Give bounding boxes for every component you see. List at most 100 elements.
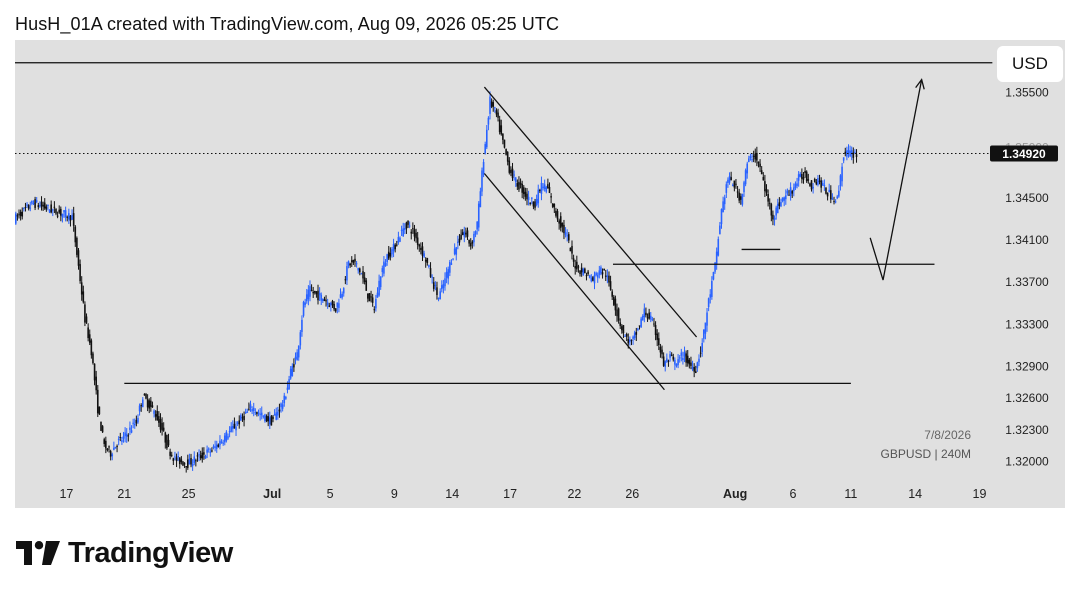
- candle-body: [220, 441, 223, 443]
- candle-body: [685, 353, 687, 363]
- candle-body: [412, 228, 414, 230]
- currency-button[interactable]: USD: [997, 46, 1063, 82]
- chart-header: HusH_01A created with TradingView.com, A…: [15, 14, 560, 34]
- candle-body: [625, 334, 628, 337]
- candle-body: [23, 208, 25, 210]
- time-tick-label: 17: [503, 487, 517, 501]
- candle-body: [813, 179, 816, 183]
- candle-body: [80, 282, 83, 295]
- candle-body: [405, 222, 408, 229]
- candle-body: [323, 299, 326, 302]
- candle-body: [138, 405, 141, 412]
- time-tick-label: 26: [625, 487, 639, 501]
- candle-body: [235, 426, 237, 431]
- candle-body: [817, 178, 819, 185]
- candle-body: [294, 356, 297, 360]
- candle-body: [529, 202, 532, 204]
- candle-body: [365, 280, 368, 291]
- candle-body: [701, 342, 704, 352]
- candle-body: [656, 333, 658, 340]
- candle-body: [72, 213, 75, 226]
- candle-body: [606, 275, 609, 278]
- candle-body: [778, 202, 781, 206]
- candle-body: [16, 215, 19, 217]
- candle-body: [590, 277, 593, 282]
- candle-body: [357, 267, 360, 271]
- candle-body: [762, 176, 765, 181]
- candle-body: [559, 216, 562, 228]
- candle-body: [526, 193, 528, 200]
- candle-body: [651, 319, 654, 321]
- candle-body: [161, 422, 163, 431]
- candle-body: [760, 170, 763, 175]
- candle-body: [492, 102, 495, 107]
- candle-body: [193, 456, 196, 464]
- candle-body: [45, 206, 48, 210]
- candle-body: [185, 466, 187, 468]
- candle-body: [553, 203, 556, 208]
- candle-body: [497, 112, 499, 118]
- candle-body: [587, 271, 589, 275]
- candle-body: [476, 221, 478, 230]
- projection-arrow: [869, 79, 923, 281]
- candle-body: [444, 278, 446, 287]
- candle-body: [723, 197, 726, 205]
- candle-body: [566, 235, 568, 237]
- candle-body: [267, 416, 269, 422]
- candle-body: [344, 279, 347, 281]
- chart-panel[interactable]: 1.350001.355001.345001.341001.337001.333…: [15, 40, 1065, 508]
- candle-body: [367, 293, 369, 299]
- candle-body: [293, 364, 295, 368]
- candle-body: [129, 427, 131, 430]
- candle-body: [82, 291, 85, 303]
- candle-body: [31, 200, 33, 204]
- candle-body: [32, 202, 35, 204]
- candle-body: [35, 200, 38, 203]
- time-tick-label: 6: [790, 487, 797, 501]
- candle-body: [584, 268, 586, 274]
- candle-body: [574, 265, 577, 269]
- candle-body: [439, 291, 441, 300]
- candle-body: [773, 217, 776, 220]
- candle-body: [246, 411, 249, 413]
- candle-body: [268, 417, 271, 425]
- candle-body: [167, 439, 170, 446]
- candle-body: [556, 211, 559, 220]
- candle-body: [572, 258, 575, 262]
- candle-body: [178, 457, 181, 465]
- candle-body: [338, 303, 340, 308]
- candle-body: [751, 159, 753, 161]
- candle-body: [317, 290, 319, 301]
- candle-body: [240, 415, 242, 421]
- candle-body: [98, 406, 101, 415]
- candle-body: [450, 263, 453, 265]
- candle-body: [85, 316, 88, 323]
- candle-body: [19, 211, 22, 217]
- candle-body: [548, 186, 551, 194]
- candle-body: [608, 275, 610, 283]
- price-chart[interactable]: 1.350001.355001.345001.341001.337001.333…: [15, 40, 1065, 508]
- candle-body: [833, 201, 835, 203]
- candle-body: [183, 463, 186, 465]
- candle-body: [58, 209, 61, 213]
- candle-body: [682, 357, 684, 361]
- candle-body: [71, 214, 73, 220]
- candle-body: [712, 272, 715, 280]
- candle-body: [111, 454, 114, 457]
- candle-body: [132, 422, 134, 424]
- price-tick-label: 1.35500: [1005, 85, 1049, 99]
- candle-body: [852, 152, 855, 158]
- candle-body: [791, 191, 794, 194]
- price-tick-label: 1.32900: [1005, 360, 1049, 374]
- candle-body: [486, 129, 488, 148]
- candle-body: [527, 196, 530, 201]
- tradingview-logo[interactable]: TradingView: [16, 536, 233, 570]
- candle-body: [241, 417, 244, 419]
- candle-body: [569, 247, 572, 252]
- candle-body: [809, 183, 811, 186]
- candle-body: [355, 263, 358, 265]
- candle-body: [151, 405, 154, 408]
- candle-body: [122, 436, 125, 439]
- candle-body: [635, 331, 638, 335]
- candle-body: [379, 276, 382, 288]
